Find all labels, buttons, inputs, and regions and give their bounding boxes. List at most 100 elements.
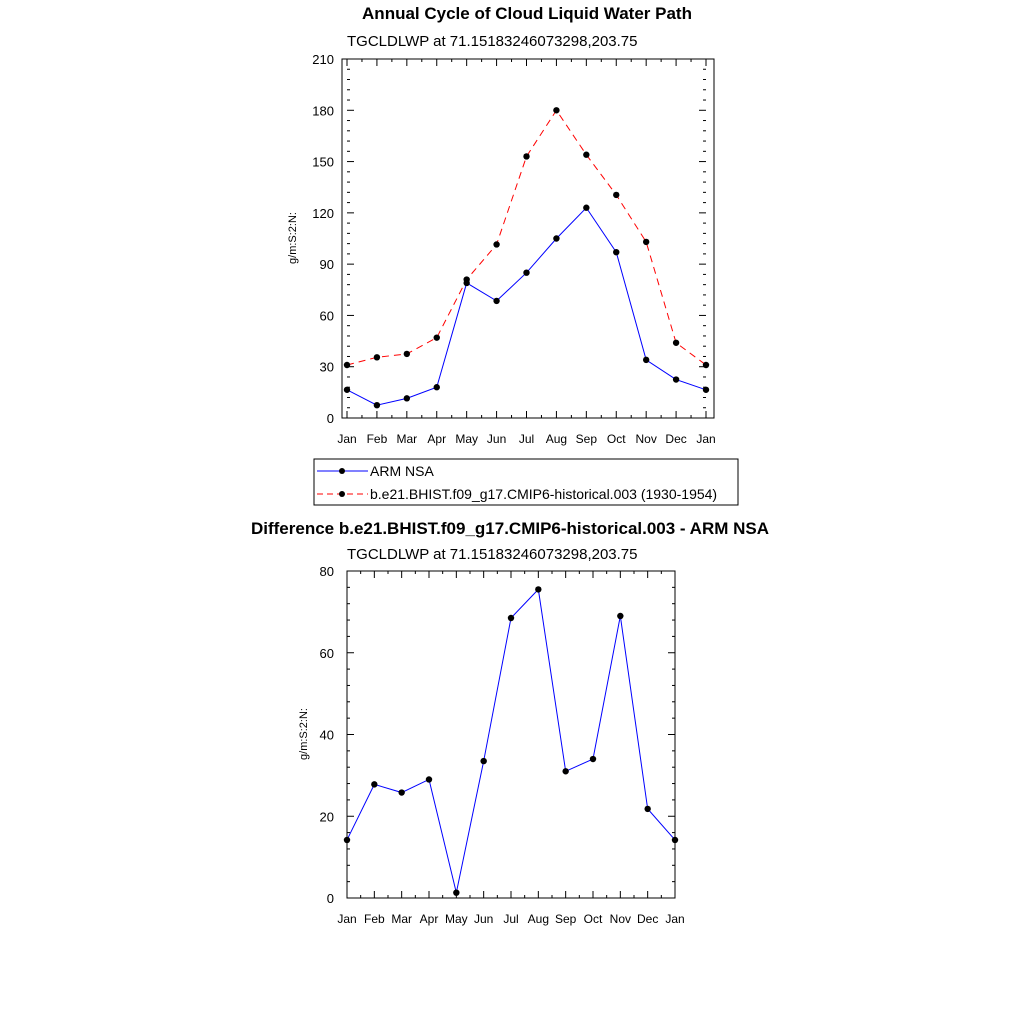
data-point	[613, 191, 620, 199]
bottom-chart-subtitle: TGCLDLWP at 71.15183246073298,203.75	[347, 546, 638, 563]
y-tick-label: 210	[312, 52, 334, 67]
data-point	[644, 805, 651, 813]
data-point	[343, 836, 351, 844]
top-y-tick-labels: 0 30 60 90 120 150 180 210	[312, 52, 334, 426]
data-point	[463, 276, 470, 283]
data-point	[562, 768, 569, 775]
legend-label-arm-nsa: ARM NSA	[370, 463, 434, 479]
x-tick-label: Jan	[337, 912, 356, 926]
data-point	[507, 614, 515, 622]
data-point	[672, 376, 680, 383]
x-tick-label: Jan	[337, 432, 356, 446]
series-line-0-1	[346, 109, 707, 366]
data-point	[371, 781, 378, 788]
x-tick-label: May	[455, 432, 478, 446]
y-tick-label: 60	[320, 308, 334, 323]
data-point	[493, 297, 500, 305]
data-point	[553, 107, 560, 114]
y-tick-label: 0	[327, 411, 334, 426]
x-tick-label: Oct	[584, 912, 603, 926]
y-tick-label: 120	[312, 206, 334, 221]
legend-marker-model	[339, 491, 345, 497]
legend-entry-model: b.e21.BHIST.f09_g17.CMIP6-historical.003…	[317, 486, 717, 502]
data-point	[373, 401, 381, 409]
x-tick-label: Aug	[528, 912, 549, 926]
y-tick-label: 60	[320, 646, 334, 661]
y-tick-label: 150	[312, 155, 334, 170]
data-point	[343, 361, 351, 369]
x-tick-label: Mar	[396, 432, 417, 446]
data-point	[535, 586, 542, 593]
data-point	[398, 789, 405, 796]
x-tick-label: Dec	[637, 912, 658, 926]
bottom-x-tick-labels: Jan Feb Mar Apr May Jun Jul Aug Sep Oct Nov Dec Jan	[337, 912, 684, 926]
legend-label-model: b.e21.BHIST.f09_g17.CMIP6-historical.003…	[370, 486, 717, 502]
x-tick-label: Jun	[474, 912, 493, 926]
y-tick-label: 40	[320, 728, 334, 743]
bottom-series-layer	[343, 586, 679, 896]
data-point	[403, 350, 411, 358]
data-point	[671, 836, 679, 844]
x-tick-label: Mar	[391, 912, 412, 926]
x-tick-label: Jul	[503, 912, 518, 926]
top-plot-frame	[341, 58, 715, 419]
x-tick-label: Dec	[665, 432, 686, 446]
data-point	[617, 612, 624, 620]
series-line-0-0	[346, 206, 707, 406]
x-tick-label: Oct	[607, 432, 626, 446]
y-tick-label: 80	[320, 564, 334, 579]
data-point	[553, 235, 560, 242]
x-tick-label: Jul	[519, 432, 534, 446]
x-tick-label: Feb	[364, 912, 385, 926]
x-tick-label: Jun	[487, 432, 506, 446]
data-point	[589, 755, 597, 763]
data-point	[343, 386, 351, 393]
data-point	[583, 204, 590, 211]
x-tick-label: Sep	[576, 432, 598, 446]
x-tick-label: Feb	[367, 432, 388, 446]
x-tick-label: Jan	[696, 432, 715, 446]
x-tick-label: Nov	[635, 432, 656, 446]
x-tick-label: Sep	[555, 912, 577, 926]
data-point	[480, 757, 487, 765]
x-tick-label: May	[445, 912, 468, 926]
x-tick-label: Aug	[546, 432, 567, 446]
data-point	[523, 153, 530, 160]
x-tick-label: Jan	[665, 912, 684, 926]
data-point	[672, 339, 680, 346]
bottom-y-axis-label: g/m:S:2:N:	[298, 708, 310, 760]
data-point	[702, 386, 710, 393]
y-tick-label: 90	[320, 257, 334, 272]
top-chart-subtitle: TGCLDLWP at 71.15183246073298,203.75	[347, 33, 638, 50]
y-tick-label: 180	[312, 103, 334, 118]
data-point	[642, 238, 650, 246]
bottom-chart-title: Difference b.e21.BHIST.f09_g17.CMIP6-his…	[251, 519, 769, 538]
legend: ARM NSA b.e21.BHIST.f09_g17.CMIP6-histor…	[313, 458, 739, 506]
data-point	[433, 384, 440, 391]
data-point	[613, 248, 620, 256]
y-tick-label: 30	[320, 360, 334, 375]
top-series-layer	[343, 107, 710, 409]
legend-marker-arm-nsa	[339, 468, 345, 474]
data-point	[523, 269, 530, 276]
top-x-tick-labels: Jan Feb Mar Apr May Jun Jul Aug Sep Oct Nov Dec Jan	[337, 432, 715, 446]
top-chart-title: Annual Cycle of Cloud Liquid Water Path	[362, 4, 692, 23]
legend-box	[313, 458, 739, 506]
data-point	[493, 241, 500, 248]
data-point	[403, 395, 411, 402]
y-tick-label: 0	[327, 891, 334, 906]
series-line-1-0	[346, 588, 676, 893]
data-point	[373, 354, 381, 361]
data-point	[642, 356, 650, 364]
legend-entry-arm-nsa: ARM NSA	[317, 463, 434, 479]
x-tick-label: Nov	[610, 912, 631, 926]
annual-cycle-panel: Annual Cycle of Cloud Liquid Water Path …	[287, 4, 716, 446]
bottom-y-tick-labels: 0 20 40 60 80	[320, 564, 334, 906]
data-point	[702, 361, 710, 369]
data-point	[453, 889, 460, 896]
x-tick-label: Apr	[427, 432, 446, 446]
bottom-axis-ticks	[346, 570, 676, 899]
difference-panel: Difference b.e21.BHIST.f09_g17.CMIP6-his…	[251, 519, 769, 926]
